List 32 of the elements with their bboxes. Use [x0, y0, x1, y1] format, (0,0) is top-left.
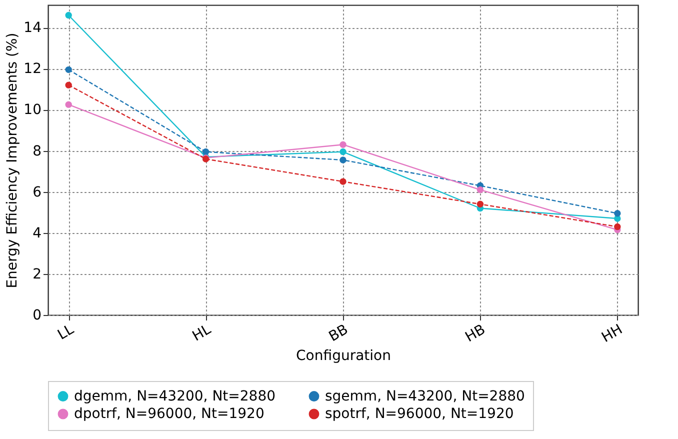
point: [340, 141, 346, 148]
x-axis-title: Configuration: [296, 348, 391, 364]
point: [614, 223, 621, 230]
point: [65, 12, 72, 19]
legend-label: dpotrf, N=96000, Nt=1920: [74, 406, 264, 422]
y-tick-label: 4: [32, 225, 42, 242]
point: [202, 148, 210, 156]
x-tick-label: HH: [599, 322, 626, 346]
point: [476, 186, 484, 194]
x-tick-label: LL: [55, 322, 77, 344]
legend-label: sgemm, N=43200, Nt=2880: [325, 388, 525, 404]
y-tick-label: 12: [24, 61, 42, 78]
point: [476, 200, 484, 208]
point: [65, 82, 72, 88]
point: [614, 210, 621, 217]
point: [340, 148, 346, 156]
y-axis-title: Energy Efficiency Improvements (%): [4, 32, 21, 288]
x-tick-label: BB: [326, 322, 351, 346]
legend-label: dgemm, N=43200, Nt=2880: [74, 388, 276, 404]
y-tick-label: 2: [32, 266, 42, 282]
point: [65, 101, 72, 108]
x-tick-label: HB: [462, 322, 488, 346]
y-tick-label: 0: [32, 308, 42, 324]
point: [340, 178, 346, 185]
point: [65, 66, 72, 74]
x-tick-label: HL: [190, 322, 214, 345]
legend-label: spotrf, N=96000, Nt=1920: [325, 406, 514, 422]
y-tick-label: 6: [32, 184, 42, 200]
y-tick-label: 8: [32, 143, 42, 160]
point: [340, 156, 346, 164]
y-tick-label: 10: [24, 102, 42, 118]
y-tick-label: 14: [24, 20, 42, 36]
